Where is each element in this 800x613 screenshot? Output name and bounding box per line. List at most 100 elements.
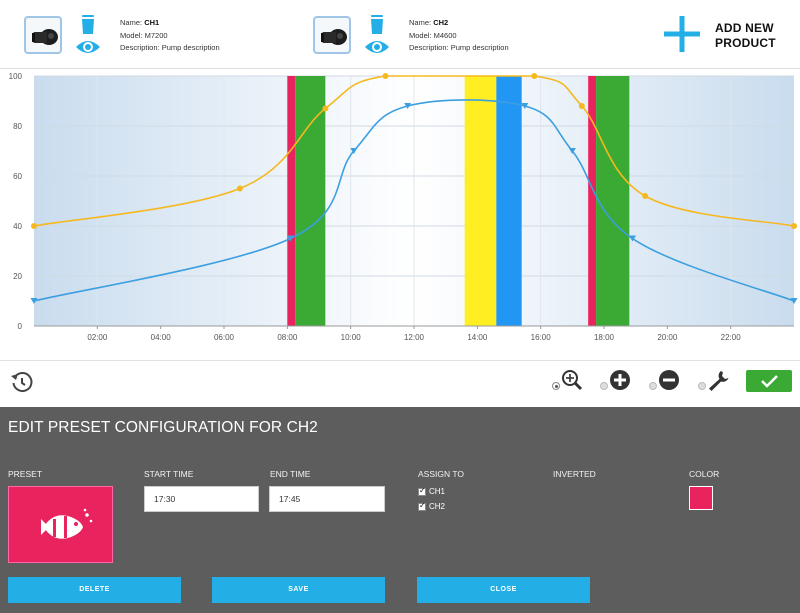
settings-button[interactable] [707,369,729,396]
preset-band [295,76,326,326]
band-layer [287,76,630,326]
series-point-1 [30,298,38,304]
y-tick-label: 20 [13,272,22,281]
series-point-1 [350,148,358,154]
edit-mode-radio[interactable] [698,382,706,390]
eye-icon[interactable] [76,41,100,53]
x-tick-label: 04:00 [151,333,172,342]
y-tick-label: 80 [13,122,22,131]
preset-selector[interactable] [8,486,113,563]
x-tick-label: 22:00 [721,333,742,342]
edit-panel-title: EDIT PRESET CONFIGURATION FOR CH2 [8,419,318,436]
assign-ch1-label: CH1 [429,487,446,496]
trash-icon[interactable] [82,15,94,34]
preset-band [596,76,630,326]
check-icon [761,375,778,388]
preset-band [287,76,296,326]
clownfish-icon [41,508,93,539]
color-label: COLOR [689,469,720,479]
x-tick-label: 10:00 [341,333,362,342]
product-description: Pump description [450,43,509,52]
start-time-label: START TIME [144,469,194,479]
assign-ch2-row: CH2 [418,501,446,511]
x-tick-label: 18:00 [594,333,615,342]
series-point-0 [382,73,389,79]
schedule-chart[interactable]: 0 20 40 60 80 100 02:00 04:00 06:00 08:00 10:00 12:… [0,70,800,352]
assign-ch2-label: CH2 [429,502,446,511]
start-time-input[interactable] [144,486,259,512]
close-button[interactable]: CLOSE [417,577,590,603]
assign-ch1-checkbox[interactable] [418,486,426,496]
x-tick-label: 06:00 [214,333,235,342]
product-name: CH1 [144,18,160,27]
series-point-0 [791,223,797,229]
chart-toolbar [0,360,800,406]
pump-thumbnail[interactable] [24,16,62,54]
product-model: M4600 [433,30,457,40]
zoom-mode-radio[interactable] [552,382,560,390]
add-new-product-label: ADD NEW PRODUCT [715,21,776,51]
x-tick-label: 14:00 [467,333,488,342]
series-point-1 [287,235,294,242]
add-new-product-button[interactable]: ADD NEW PRODUCT [664,16,794,56]
remove-mode-radio[interactable] [649,382,657,390]
save-button[interactable]: SAVE [212,577,385,603]
preset-band [464,76,497,326]
reset-history-button[interactable] [10,370,34,399]
pump-icon [321,29,347,45]
apply-button[interactable] [746,370,792,392]
plus-circle-icon [610,370,630,390]
series-point-0 [578,103,585,109]
color-picker[interactable] [689,486,713,510]
product-name: CH2 [433,18,449,27]
y-tick-label: 40 [13,222,22,231]
product-actions [74,14,102,58]
header-divider [0,68,800,69]
add-new-line1: ADD NEW [715,21,774,35]
add-point-button[interactable] [609,369,631,396]
pump-thumbnail[interactable] [313,16,351,54]
description-label: Description: [120,43,160,52]
product-info: Name: CH1 Model: M7200 Description: Pump… [120,17,300,55]
assign-ch2-checkbox[interactable] [418,501,426,511]
product-actions [363,14,391,58]
description-label: Description: [409,43,449,52]
delete-button[interactable]: DELETE [8,577,181,603]
model-label: Model: [120,30,143,40]
trash-icon[interactable] [371,15,383,34]
product-name-row: Name: CH1 [120,17,300,30]
pump-icon [32,29,58,45]
y-tick-label: 100 [9,72,23,81]
y-tick-label: 60 [13,172,22,181]
product-description: Pump description [161,43,220,52]
series-point-0 [642,193,649,199]
eye-icon[interactable] [365,41,389,53]
series-point-1 [521,103,529,109]
x-tick-label: 20:00 [657,333,678,342]
assign-ch1-row: CH1 [418,486,446,496]
x-tick-label: 02:00 [87,333,108,342]
series-point-1 [404,103,412,109]
chart-svg: 0 20 40 60 80 100 02:00 04:00 06:00 08:00 10:00 12:… [9,72,798,342]
series-point-0 [236,185,243,192]
history-icon [11,372,33,392]
name-label: Name: [409,18,432,27]
add-new-line2: PRODUCT [715,36,776,50]
end-time-input[interactable] [269,486,385,512]
edit-preset-panel: EDIT PRESET CONFIGURATION FOR CH2 PRESET… [0,407,800,613]
zoom-in-button[interactable] [561,369,583,396]
minus-circle-icon [659,370,679,390]
add-mode-radio[interactable] [600,382,608,390]
remove-point-button[interactable] [658,369,680,396]
name-label: Name: [120,18,143,27]
zoom-in-icon [562,370,583,391]
preset-band [588,76,597,326]
assign-to-label: ASSIGN TO [418,469,464,479]
x-tick-label: 12:00 [404,333,425,342]
wrench-icon [709,371,729,391]
product-model: M7200 [144,30,168,40]
preset-band [496,76,522,326]
plus-icon [664,16,700,52]
product-header: Name: CH1 Model: M7200 Description: Pump… [0,0,800,68]
